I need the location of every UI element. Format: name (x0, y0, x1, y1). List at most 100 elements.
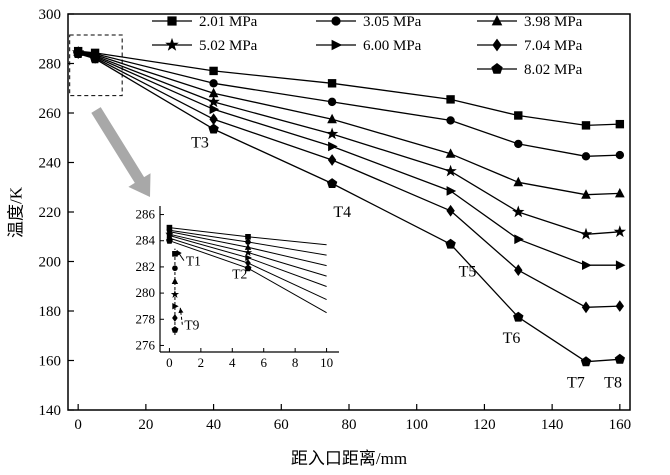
zoom-arrow (91, 107, 151, 197)
triangle-right-marker (245, 254, 252, 261)
triangle-right-marker (582, 260, 592, 270)
x-tick-label: 20 (138, 417, 153, 433)
pentagon-marker (166, 237, 173, 244)
star-marker (243, 248, 253, 256)
x-tick-label: 120 (473, 417, 496, 433)
triangle-right-marker (172, 303, 179, 310)
triangle-up-marker (171, 277, 179, 284)
diamond-marker (492, 38, 502, 52)
pentagon-marker (445, 238, 456, 249)
inset-annotation-T1: T1 (186, 254, 201, 269)
series-2-01-MPa (73, 46, 625, 130)
legend-label: 6.00 MPa (363, 38, 422, 54)
inset-x-tick-label: 0 (166, 355, 173, 370)
y-tick-label: 180 (39, 304, 62, 320)
legend-item-5: 7.04 MPa (477, 38, 583, 54)
pentagon-marker (580, 356, 592, 367)
triangle-up-marker (208, 87, 219, 98)
y-tick-label: 160 (39, 354, 62, 370)
star-marker (207, 95, 220, 108)
inset-y-tick-label: 276 (136, 337, 156, 352)
inset: 0 2 4 6 8 10 276 278 280 282 284 286 T1 T2 T9 (126, 200, 344, 386)
pentagon-marker (73, 48, 84, 58)
square-marker (446, 95, 455, 104)
inset-x-tick-label: 10 (320, 355, 333, 370)
square-marker (615, 119, 625, 129)
triangle-right-marker (446, 186, 457, 196)
triangle-up-marker (615, 188, 625, 198)
x-tick-label: 80 (342, 417, 357, 433)
triangle-right-marker (331, 39, 343, 51)
annotation-T3: T3 (191, 135, 209, 152)
inset-x-tick-label: 2 (198, 355, 205, 370)
annotation-T7: T7 (567, 375, 585, 392)
y-tick-label: 240 (39, 156, 62, 172)
inset-y-tick-label: 284 (136, 233, 156, 248)
x-tick-label: 160 (609, 417, 632, 433)
y-tick-label: 260 (39, 106, 62, 122)
y-tick-label: 200 (39, 255, 62, 271)
triangle-right-marker (209, 104, 220, 115)
inset-annotation-T9: T9 (184, 318, 199, 333)
circle-marker (615, 150, 625, 160)
star-marker (325, 127, 339, 140)
pentagon-marker (614, 353, 625, 364)
square-marker (172, 251, 178, 257)
circle-marker (245, 239, 251, 245)
x-tick-label: 40 (206, 417, 221, 433)
diamond-marker (209, 113, 218, 126)
legend-label: 3.05 MPa (363, 14, 422, 30)
diamond-marker (172, 314, 178, 322)
circle-marker (172, 265, 178, 272)
pentagon-marker (244, 264, 252, 272)
y-tick-label: 300 (39, 7, 62, 23)
legend-label: 5.02 MPa (199, 38, 258, 54)
triangle-right-marker (514, 234, 524, 245)
circle-marker (331, 16, 341, 26)
circle-marker (209, 79, 218, 88)
pentagon-marker (208, 123, 219, 134)
x-tick-label: 140 (541, 417, 564, 433)
square-marker (209, 66, 218, 76)
diamond-marker (446, 204, 455, 217)
pentagon-marker (89, 53, 101, 64)
series-3-05-MPa (73, 47, 625, 161)
pentagon-marker (491, 63, 503, 74)
annotation-T8: T8 (604, 375, 622, 392)
square-marker (245, 234, 251, 240)
annotations: T3 T4 T5 T6 T7 T8 (191, 135, 622, 392)
pentagon-marker (513, 311, 524, 322)
triangle-right-marker (615, 260, 626, 270)
diamond-marker (615, 300, 624, 312)
inset-annotation-T2: T2 (232, 267, 247, 282)
x-tick-label: 100 (405, 417, 428, 433)
circle-marker (327, 97, 337, 107)
legend-label: 2.01 MPa (199, 14, 258, 30)
legend-item-3: 5.02 MPa (152, 37, 258, 54)
diamond-marker (245, 259, 251, 267)
star-marker (170, 290, 180, 298)
diamond-marker (514, 264, 523, 276)
x-tick-label: 60 (274, 417, 289, 433)
legend-label: 3.98 MPa (524, 14, 583, 30)
circle-marker (514, 139, 523, 149)
diamond-marker (581, 301, 591, 314)
legend-label: 7.04 MPa (524, 38, 583, 54)
legend-item-1: 3.05 MPa (316, 14, 422, 30)
circle-marker (446, 116, 455, 125)
star-marker (579, 227, 593, 240)
legend-item-2: 3.98 MPa (477, 14, 583, 30)
legend-item-6: 8.02 MPa (477, 62, 583, 78)
square-marker (167, 16, 177, 26)
square-marker (327, 79, 337, 88)
annotation-T4: T4 (333, 204, 351, 221)
x-tick-label: 0 (74, 417, 82, 433)
square-marker (581, 121, 591, 130)
annotation-T5: T5 (459, 263, 477, 280)
triangle-up-marker (513, 176, 524, 187)
pentagon-marker (326, 178, 338, 188)
legend-item-0: 2.01 MPa (152, 14, 258, 30)
annotation-T6: T6 (503, 330, 521, 347)
circle-marker (581, 152, 591, 161)
